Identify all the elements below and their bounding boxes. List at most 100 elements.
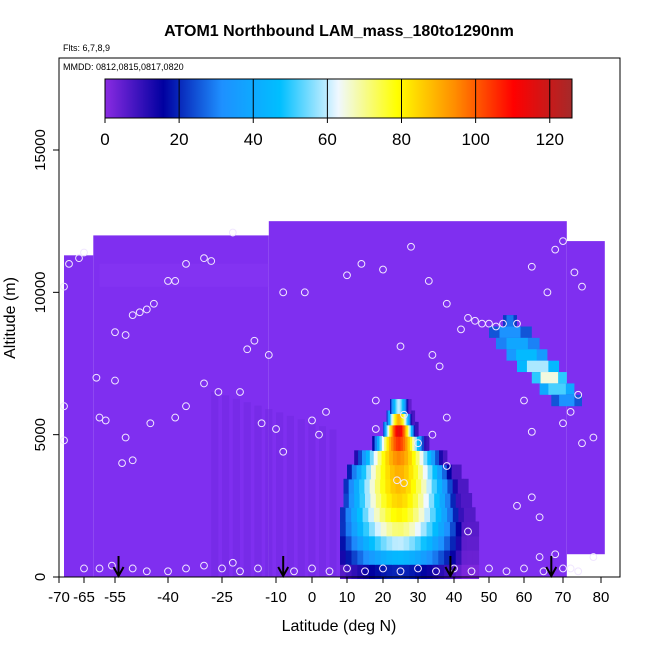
heatmap-cell: [461, 535, 468, 551]
heatmap-cell: [354, 493, 361, 508]
y-tick-label: 0: [32, 573, 49, 581]
heatmap-cell: [444, 521, 451, 537]
heatmap-cell: [379, 507, 386, 523]
heatmap-cell: [447, 507, 454, 523]
sample-point: [414, 564, 422, 573]
heatmap-cell: [393, 410, 396, 426]
heatmap-cell: [400, 399, 402, 414]
heatmap-cell: [364, 478, 371, 494]
heatmap-cell: [461, 564, 468, 580]
colorbar-gradient-bar: [104, 78, 573, 119]
heatmap-cell: [356, 464, 362, 480]
sample-point: [171, 413, 180, 422]
sample-point: [236, 388, 244, 396]
colorbar-tick-label: 20: [170, 130, 189, 149]
sample-point: [243, 345, 252, 354]
sample-point: [228, 228, 237, 237]
heatmap-cell: [431, 450, 436, 466]
chart-title: ATOM1 Northbound LAM_mass_180to1290nm: [164, 23, 514, 40]
coverage-region: [64, 255, 94, 577]
sample-point: [499, 319, 507, 328]
heatmap-cell: [472, 521, 480, 537]
heatmap-cell: [407, 421, 410, 437]
heatmap-cell: [386, 564, 393, 580]
heatmap-cell: [403, 535, 410, 551]
sample-point: [502, 567, 511, 576]
sample-point: [300, 288, 309, 297]
sample-point: [424, 277, 433, 285]
heatmap-cell: [380, 478, 386, 494]
heatmap-cell: [455, 493, 462, 508]
heatmap-cell: [99, 263, 269, 287]
sample-point: [428, 430, 437, 439]
heatmap-cell: [407, 436, 411, 451]
heatmap-cell: [357, 521, 364, 537]
heatmap-cell: [385, 464, 391, 480]
heatmap-cell: [345, 507, 352, 523]
heatmap-cell: [397, 410, 399, 426]
sample-point: [80, 564, 88, 573]
sample-point: [146, 419, 155, 428]
heatmap-cell: [455, 521, 463, 537]
heatmap-cell: [420, 549, 428, 565]
heatmap-cell: [406, 399, 409, 414]
heatmap-cell: [506, 337, 528, 350]
x-tick-label: 10: [339, 589, 356, 606]
heatmap-cell: [357, 549, 364, 565]
sample-point: [396, 567, 405, 576]
heatmap-cell: [340, 549, 347, 565]
heatmap-cell: [432, 521, 439, 537]
x-tick-label: -70: [48, 589, 70, 606]
sample-point: [428, 351, 437, 359]
heatmap-cell: [340, 507, 347, 523]
sample-point: [92, 373, 101, 382]
heatmap-cell: [366, 464, 372, 480]
heatmap-cell: [438, 564, 445, 580]
heatmap-cell: [319, 426, 326, 577]
heatmap-cell: [374, 535, 382, 551]
sample-point: [435, 362, 444, 371]
heatmap-cell: [400, 436, 404, 451]
heatmap-cell: [442, 450, 448, 466]
heatmap-cell: [439, 493, 446, 508]
heatmap-cell: [351, 564, 358, 580]
sample-point: [128, 456, 137, 465]
heatmap-cell: [431, 478, 438, 494]
heatmap-cell: [390, 399, 393, 414]
sample-point: [570, 268, 579, 277]
sample-point: [128, 564, 137, 573]
sample-point: [200, 379, 208, 388]
heatmap-cell: [348, 493, 355, 508]
heatmap-cell: [422, 464, 429, 480]
heatmap-cell: [438, 521, 445, 537]
axes-layer: -70 -65 -55 -40 -25 -10 0 10 20 30 40 50 60 70 80 0 5000…: [32, 129, 609, 606]
heatmap-cell: [351, 521, 358, 537]
sample-point: [182, 259, 190, 268]
heatmap-cell: [457, 478, 464, 494]
sample-point: [457, 325, 465, 334]
heatmap-cell: [351, 535, 358, 551]
heatmap-cell: [363, 521, 370, 537]
sample-point: [513, 319, 521, 328]
heatmap-cell: [357, 564, 364, 580]
heatmap-cell: [516, 349, 537, 361]
heatmap-cell: [222, 395, 230, 577]
heatmap-cell: [395, 410, 398, 426]
heatmap-cell: [449, 549, 457, 565]
sample-point: [101, 416, 110, 425]
heatmap-cell: [381, 436, 385, 451]
flight-arrow-head: [444, 566, 457, 579]
heatmap-cell: [379, 436, 383, 451]
heatmap-cell: [467, 535, 474, 551]
flight-arrow-head: [545, 566, 558, 579]
heatmap-cell: [365, 450, 371, 466]
heatmap-cell: [357, 535, 364, 551]
heatmap-cell: [353, 478, 360, 494]
heatmap-cell: [559, 394, 575, 407]
heatmap-cell: [369, 535, 376, 551]
heatmap-cell: [384, 421, 387, 437]
heatmap-cell: [408, 399, 410, 414]
heatmap-cell: [409, 549, 416, 565]
heatmap-cell: [404, 450, 409, 466]
heatmap-cell: [449, 535, 457, 551]
